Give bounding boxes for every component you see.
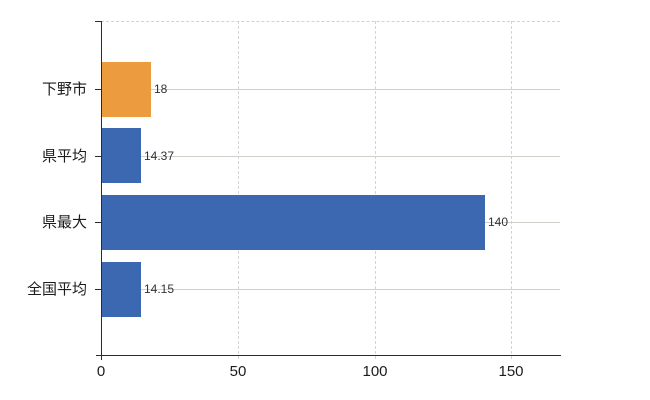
x-tick-label: 0	[96, 363, 106, 380]
y-axis-tick	[95, 222, 101, 223]
chart-bar	[102, 262, 141, 317]
y-axis-line	[101, 21, 102, 360]
category-label: 全国平均	[26, 281, 87, 298]
chart-bar	[102, 195, 485, 250]
gridline-vertical	[238, 21, 239, 359]
value-label: 14.15	[144, 282, 175, 296]
y-axis-tick	[95, 289, 101, 290]
value-label: 140	[488, 215, 509, 229]
y-axis-top-tick	[95, 21, 101, 22]
y-axis-tick	[95, 156, 101, 157]
x-tick-label: 100	[362, 363, 388, 380]
category-label: 下野市	[41, 81, 87, 98]
gridline-vertical	[511, 21, 512, 359]
category-label: 県平均	[41, 148, 87, 165]
gridline-horizontal	[101, 89, 560, 90]
plot-top-boundary	[101, 21, 560, 22]
chart-bar	[102, 128, 141, 183]
value-label: 14.37	[144, 149, 175, 163]
gridline-horizontal	[101, 156, 560, 157]
value-label: 18	[154, 82, 168, 96]
x-tick-label: 150	[498, 363, 524, 380]
gridline-horizontal	[101, 289, 560, 290]
y-axis-tick	[95, 89, 101, 90]
x-tick-label: 50	[229, 363, 247, 380]
category-label: 県最大	[41, 214, 87, 231]
chart-bar	[102, 62, 151, 117]
x-axis-line	[96, 355, 561, 356]
gridline-vertical	[375, 21, 376, 359]
